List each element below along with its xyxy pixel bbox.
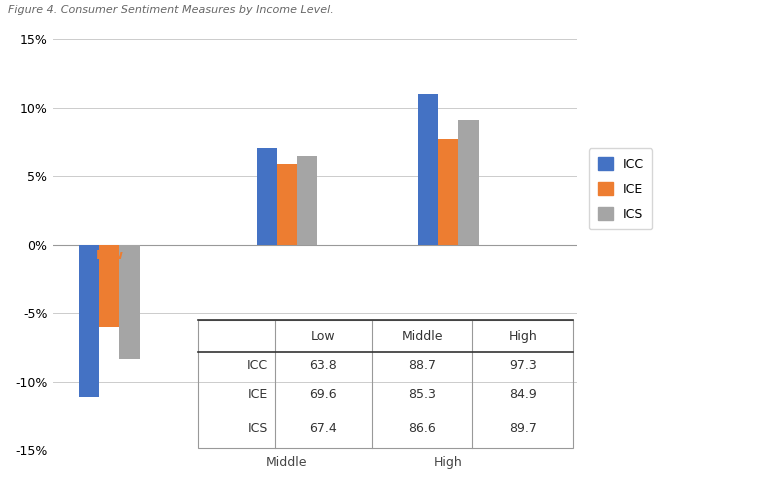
Bar: [418, 94, 439, 245]
Text: ICS: ICS: [248, 422, 268, 435]
Bar: [120, 245, 140, 359]
Bar: [79, 245, 99, 397]
Text: 69.6: 69.6: [310, 388, 337, 401]
Bar: [257, 148, 276, 245]
Text: ICE: ICE: [248, 388, 268, 401]
Text: 89.7: 89.7: [509, 422, 537, 435]
Bar: [439, 139, 458, 245]
Text: Middle: Middle: [401, 330, 443, 343]
Text: 97.3: 97.3: [509, 359, 537, 372]
Bar: [99, 245, 120, 327]
Text: Low: Low: [311, 330, 336, 343]
Text: High: High: [508, 330, 538, 343]
Text: 67.4: 67.4: [310, 422, 337, 435]
Text: 84.9: 84.9: [509, 388, 537, 401]
Text: 63.8: 63.8: [310, 359, 337, 372]
Text: ICC: ICC: [247, 359, 268, 372]
Legend: ICC, ICE, ICS: ICC, ICE, ICS: [589, 149, 653, 229]
Bar: [276, 164, 297, 245]
Text: 86.6: 86.6: [408, 422, 436, 435]
Text: Figure 4. Consumer Sentiment Measures by Income Level.: Figure 4. Consumer Sentiment Measures by…: [8, 5, 333, 15]
Text: Low: Low: [95, 249, 124, 262]
Text: 85.3: 85.3: [408, 388, 436, 401]
Bar: [458, 120, 478, 245]
Text: 88.7: 88.7: [408, 359, 436, 372]
Bar: [297, 156, 317, 245]
